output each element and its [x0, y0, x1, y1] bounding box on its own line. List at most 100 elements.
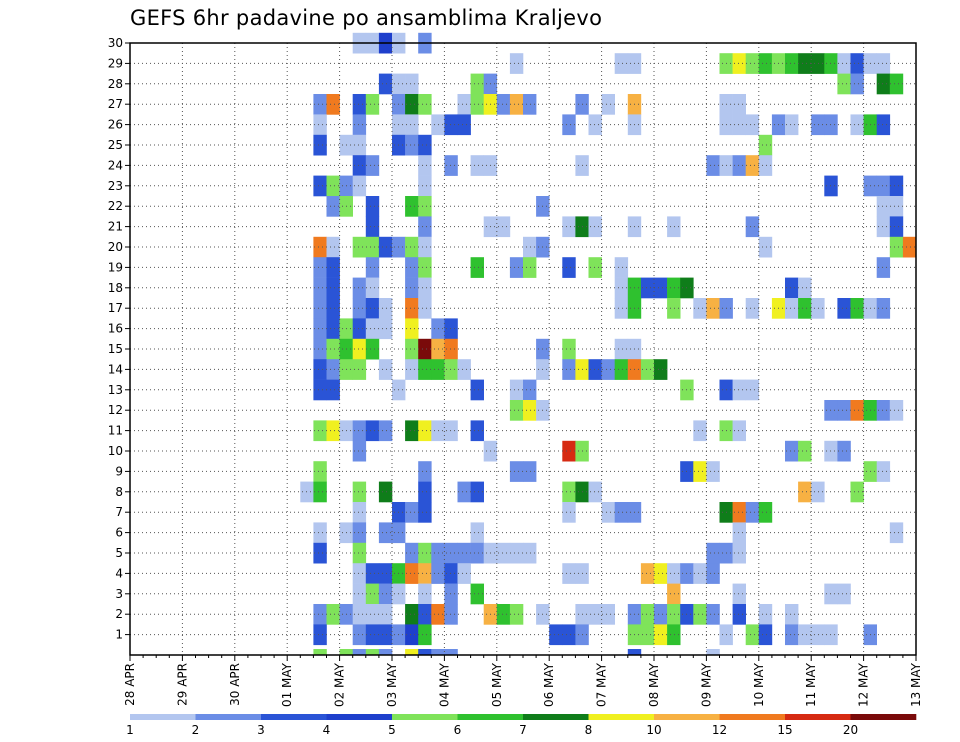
heatmap-cell: [496, 216, 511, 238]
heatmap-cell: [588, 216, 602, 238]
heatmap-cell: [470, 73, 484, 95]
heatmap-cell: [457, 114, 471, 136]
colorbar-swatch: [588, 714, 655, 720]
heatmap-cell: [378, 604, 393, 625]
heatmap-cell: [706, 155, 720, 176]
heatmap-cell: [667, 298, 681, 319]
heatmap-cell: [352, 114, 367, 136]
heatmap-cell: [352, 277, 367, 299]
heatmap-cell: [352, 481, 367, 503]
heatmap-cell: [758, 134, 773, 156]
colorbar-label: 10: [646, 723, 661, 737]
heatmap-cell: [418, 604, 432, 625]
x-axis-ticks: 28 APR 29 APR 30 APR 01 MAY 02 MAY 03 MAY 04 M…: [123, 655, 923, 707]
y-tick-label: 4: [115, 566, 123, 580]
heatmap-cell: [457, 359, 471, 380]
heatmap-cell: [313, 114, 327, 136]
heatmap-cell: [313, 277, 327, 299]
heatmap-cell: [313, 420, 327, 442]
heatmap-cell: [837, 583, 851, 605]
heatmap-cell: [326, 379, 340, 401]
heatmap-cell: [601, 604, 615, 625]
heatmap-cell: [352, 94, 367, 115]
heatmap-cell: [326, 420, 340, 442]
colorbar-swatch: [261, 714, 327, 720]
heatmap-cell: [889, 522, 904, 544]
heatmap-cell: [732, 542, 746, 564]
heatmap-cell: [470, 583, 484, 605]
heatmap-cell: [601, 359, 615, 380]
heatmap-cell: [601, 94, 615, 115]
heatmap-cell: [889, 196, 904, 217]
heatmap-cell: [365, 420, 380, 442]
heatmap-cell: [313, 542, 327, 564]
heatmap-cell: [876, 53, 891, 74]
heatmap-cell: [418, 338, 432, 360]
heatmap-cell: [562, 114, 576, 136]
y-tick-label: 13: [108, 383, 123, 397]
heatmap-cell: [326, 257, 340, 278]
heatmap-cell: [876, 257, 891, 278]
heatmap-cell: [523, 542, 537, 564]
heatmap-cell: [444, 155, 458, 176]
chart-title: GEFS 6hr padavine po ansamblima Kraljevo: [130, 6, 603, 30]
heatmap-cell: [470, 94, 484, 115]
heatmap-cell: [405, 338, 419, 360]
heatmap-cell: [732, 94, 746, 115]
colorbar-swatch: [195, 714, 262, 720]
x-tick-label: 06 MAY: [542, 662, 556, 707]
heatmap-cell: [405, 114, 419, 136]
heatmap-cell: [706, 542, 720, 564]
heatmap-cell: [418, 298, 432, 319]
colorbar-swatch: [457, 714, 524, 720]
heatmap-cell: [811, 114, 825, 136]
heatmap-cell: [470, 522, 484, 544]
heatmap-cell: [313, 236, 327, 258]
heatmap-cell: [889, 236, 904, 258]
heatmap-cell: [614, 277, 629, 299]
heatmap-cell: [405, 94, 419, 115]
heatmap-cell: [326, 236, 340, 258]
heatmap-cell: [365, 277, 380, 299]
heatmap-cell: [444, 338, 458, 360]
heatmap-cell: [732, 155, 746, 176]
heatmap-cell: [850, 73, 864, 95]
heatmap-cell: [378, 624, 393, 646]
x-tick-label: 05 MAY: [490, 662, 504, 707]
colorbar-label: 6: [454, 723, 462, 737]
colorbar-swatch: [326, 714, 393, 720]
y-tick-label: 23: [108, 179, 123, 193]
x-tick-label: 07 MAY: [595, 662, 609, 707]
heatmap-cell: [562, 481, 576, 503]
heatmap-cell: [876, 216, 891, 238]
heatmap-cell: [405, 420, 419, 442]
heatmap-cell: [313, 298, 327, 319]
heatmap-cell: [562, 216, 576, 238]
heatmap-cell: [837, 298, 851, 319]
heatmap-cell: [352, 522, 367, 544]
y-tick-label: 7: [115, 505, 123, 519]
heatmap-cell: [313, 604, 327, 625]
heatmap-cell: [654, 359, 668, 380]
heatmap-cell: [562, 257, 576, 278]
heatmap-cell: [457, 542, 471, 564]
heatmap-cell: [352, 502, 367, 523]
x-tick-label: 10 MAY: [752, 662, 766, 707]
heatmap-cell: [732, 114, 746, 136]
heatmap-cell: [588, 359, 602, 380]
heatmap-cell: [313, 461, 327, 482]
y-tick-label: 22: [108, 199, 123, 213]
colorbar-label: 1: [126, 723, 134, 737]
heatmap-cell: [365, 196, 380, 217]
heatmap-cell: [876, 400, 891, 421]
heatmap-cell: [732, 583, 746, 605]
heatmap-cell: [627, 649, 642, 656]
heatmap-cell: [523, 94, 537, 115]
heatmap-cell: [313, 522, 327, 544]
heatmap-cell: [745, 114, 760, 136]
heatmap-cell: [654, 604, 668, 625]
heatmap-cell: [798, 277, 812, 299]
heatmap-cell: [667, 604, 681, 625]
y-tick-label: 3: [115, 587, 123, 601]
